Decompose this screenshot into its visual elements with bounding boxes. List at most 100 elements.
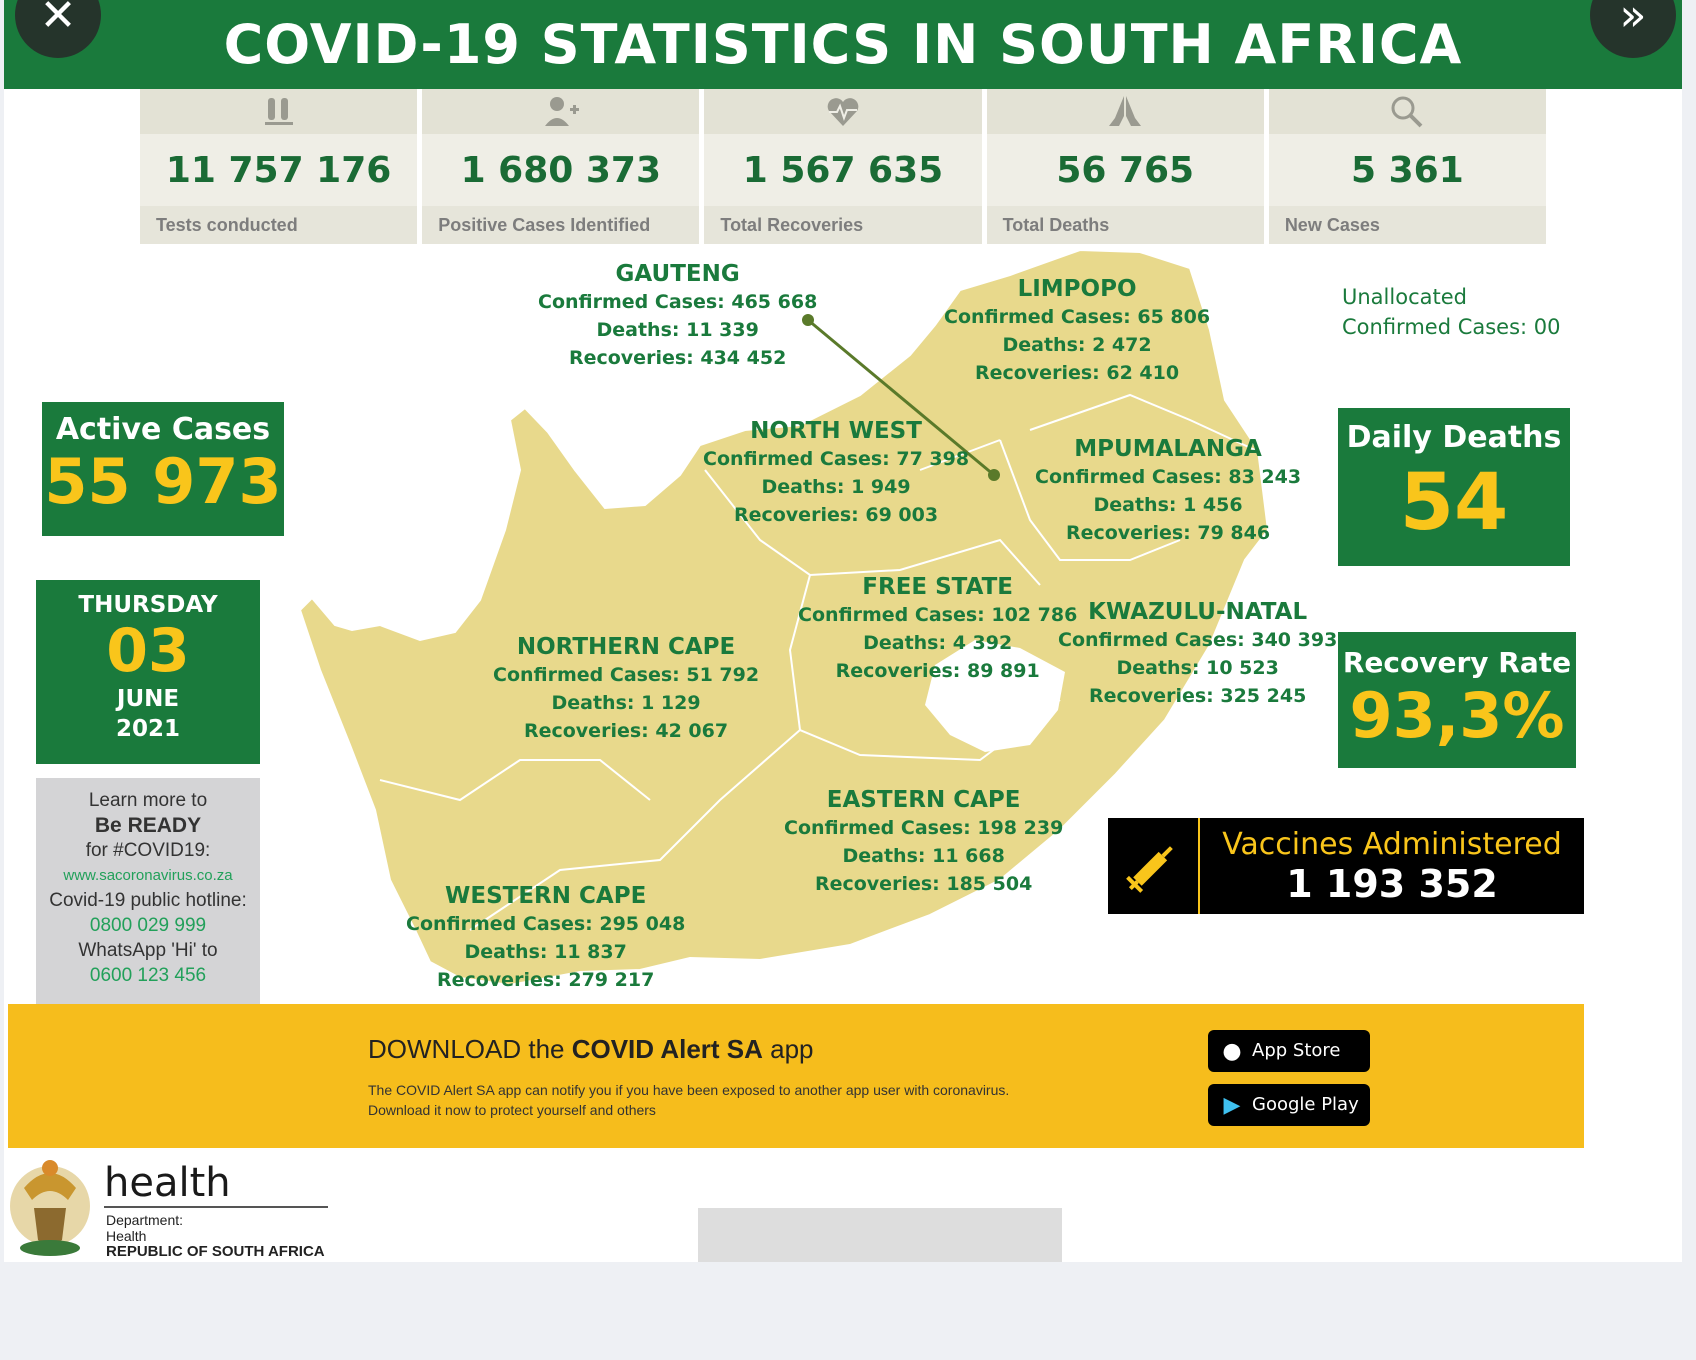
daily-deaths-label: Daily Deaths: [1346, 420, 1562, 455]
province-recoveries: Recoveries: 79 846: [1065, 522, 1271, 544]
province-western-cape: WESTERN CAPE Confirmed Cases: 295 048 De…: [406, 882, 685, 994]
stat-label: New Cases: [1268, 206, 1547, 244]
province-confirmed: Confirmed Cases: 77 398: [703, 448, 970, 470]
province-deaths: Deaths: 2 472: [1002, 334, 1152, 356]
banner-description: The COVID Alert SA app can notify you if…: [368, 1082, 1010, 1118]
province-deaths: Deaths: 4 392: [863, 632, 1013, 654]
province-confirmed: Confirmed Cases: 65 806: [944, 306, 1211, 328]
lesotho-shape: [925, 640, 1065, 752]
province-deaths: Deaths: 10 523: [1116, 657, 1279, 679]
stat-label: Total Deaths: [986, 206, 1264, 244]
department-label: Department: Health REPUBLIC OF SOUTH AFR…: [106, 1212, 325, 1260]
date-day: 03: [106, 616, 190, 686]
province-limpopo: LIMPOPO Confirmed Cases: 65 806 Deaths: …: [944, 275, 1210, 387]
stat-label: Positive Cases Identified: [422, 206, 700, 244]
unallocated-label: Unallocated: [1342, 285, 1467, 309]
heart-pulse-icon: [827, 97, 859, 126]
dept-line: Health: [106, 1228, 147, 1244]
banner-title: DOWNLOAD the COVID Alert SA app: [368, 1034, 814, 1065]
province-confirmed: Confirmed Cases: 198 239: [784, 817, 1064, 839]
daily-deaths-box: Daily Deaths 54: [1338, 408, 1570, 566]
province-name: EASTERN CAPE: [826, 787, 1021, 813]
banner-app-name: COVID Alert SA: [571, 1034, 763, 1064]
stat-label: Tests conducted: [140, 206, 418, 244]
google-play-label: Google Play: [1252, 1094, 1359, 1115]
province-name: NORTHERN CAPE: [516, 634, 736, 660]
vaccines-value: 1 193 352: [1286, 861, 1498, 906]
province-recoveries: Recoveries: 279 217: [436, 969, 655, 991]
title-bar: COVID-19 STATISTICS IN SOUTH AFRICA: [4, 0, 1682, 89]
province-recoveries: Recoveries: 325 245: [1088, 685, 1307, 707]
province-northern-cape: NORTHERN CAPE Confirmed Cases: 51 792 De…: [493, 633, 759, 745]
stats-strip: 11 757 176 Tests conducted 1 680 373 Pos…: [140, 89, 1547, 244]
whatsapp-label: WhatsApp 'Hi' to: [78, 940, 218, 961]
province-deaths: Deaths: 1 949: [761, 476, 911, 498]
learn-line: Be READY: [94, 814, 202, 837]
stat-new-cases: 5 361 New Cases: [1268, 89, 1547, 244]
recovery-rate-box: Recovery Rate 93,3%: [1338, 632, 1576, 768]
website-link[interactable]: www.sacoronavirus.co.za: [63, 867, 233, 884]
apple-icon: ●: [1222, 1038, 1242, 1064]
app-store-button[interactable]: ● App Store: [1208, 1030, 1370, 1072]
province-confirmed: Confirmed Cases: 51 792: [493, 664, 760, 686]
province-deaths: Deaths: 1 129: [551, 692, 701, 714]
province-recoveries: Recoveries: 62 410: [974, 362, 1180, 384]
province-name: WESTERN CAPE: [445, 883, 647, 909]
map-outline: [298, 248, 1270, 987]
stat-value: 56 765: [986, 134, 1264, 206]
double-chevron-right-icon: »: [1619, 0, 1647, 41]
test-tubes-icon: [264, 97, 293, 125]
province-mpumalanga: MPUMALANGA Confirmed Cases: 83 243 Death…: [1035, 435, 1301, 547]
daily-deaths-value: 54: [1399, 458, 1509, 548]
active-cases-label: Active Cases: [55, 412, 271, 447]
province-recoveries: Recoveries: 89 891: [835, 660, 1040, 682]
province-confirmed: Confirmed Cases: 465 668: [538, 291, 818, 313]
active-cases-value: 55 973: [44, 445, 282, 518]
province-gauteng: GAUTENG Confirmed Cases: 465 668 Deaths:…: [538, 260, 817, 372]
stat-deaths: 56 765 Total Deaths: [986, 89, 1264, 244]
banner-suffix: app: [762, 1034, 814, 1064]
learn-more-box: Learn more to Be READY for #COVID19: www…: [36, 778, 260, 1004]
province-kwazulu-natal: KWAZULU-NATAL Confirmed Cases: 340 393 D…: [1058, 598, 1337, 710]
province-name: NORTH WEST: [750, 418, 922, 444]
province-recoveries: Recoveries: 185 504: [814, 873, 1033, 895]
province-deaths: Deaths: 1 456: [1093, 494, 1243, 516]
province-deaths: Deaths: 11 339: [596, 319, 759, 341]
hotline-number[interactable]: 0800 029 999: [89, 915, 207, 936]
google-play-button[interactable]: ▶ Google Play: [1208, 1084, 1370, 1126]
province-recoveries: Recoveries: 42 067: [523, 720, 729, 742]
province-confirmed: Confirmed Cases: 83 243: [1035, 466, 1302, 488]
whatsapp-number[interactable]: 0600 123 456: [89, 965, 207, 986]
close-icon: ✕: [39, 0, 77, 41]
play-icon: ▶: [1223, 1092, 1241, 1118]
country-name: REPUBLIC OF SOUTH AFRICA: [106, 1243, 325, 1260]
syringe-icon: [1108, 818, 1200, 914]
stat-label: Total Recoveries: [704, 206, 982, 244]
gauteng-pointer: [807, 318, 995, 477]
province-name: LIMPOPO: [1017, 276, 1137, 302]
stat-value: 1 567 635: [704, 134, 982, 206]
app-store-label: App Store: [1252, 1040, 1341, 1061]
stat-value: 5 361: [1268, 134, 1547, 206]
stat-value: 11 757 176: [140, 134, 418, 206]
province-confirmed: Confirmed Cases: 295 048: [406, 913, 686, 935]
province-recoveries: Recoveries: 434 452: [568, 347, 787, 369]
learn-line: for #COVID19:: [85, 840, 211, 861]
page-title: COVID-19 STATISTICS IN SOUTH AFRICA: [223, 13, 1463, 76]
learn-line: Learn more to: [88, 790, 208, 811]
province-confirmed: Confirmed Cases: 102 786: [798, 604, 1078, 626]
stat-value: 1 680 373: [422, 134, 700, 206]
province-deaths: Deaths: 11 837: [464, 941, 627, 963]
coat-of-arms-icon: [10, 1160, 90, 1256]
province-name: GAUTENG: [615, 261, 740, 287]
province-eastern-cape: EASTERN CAPE Confirmed Cases: 198 239 De…: [784, 786, 1063, 898]
recovery-rate-value: 93,3%: [1349, 679, 1565, 752]
date-box: THURSDAY 03 JUNE 2021: [36, 580, 260, 764]
search-icon: [1391, 96, 1423, 127]
active-cases-box: Active Cases 55 973: [42, 402, 284, 536]
health-brand: health: [104, 1160, 231, 1206]
stat-recoveries: 1 567 635 Total Recoveries: [704, 89, 982, 244]
stat-tests: 11 757 176 Tests conducted: [140, 89, 418, 244]
grey-tab: [698, 1208, 1062, 1262]
province-name: MPUMALANGA: [1074, 436, 1262, 462]
